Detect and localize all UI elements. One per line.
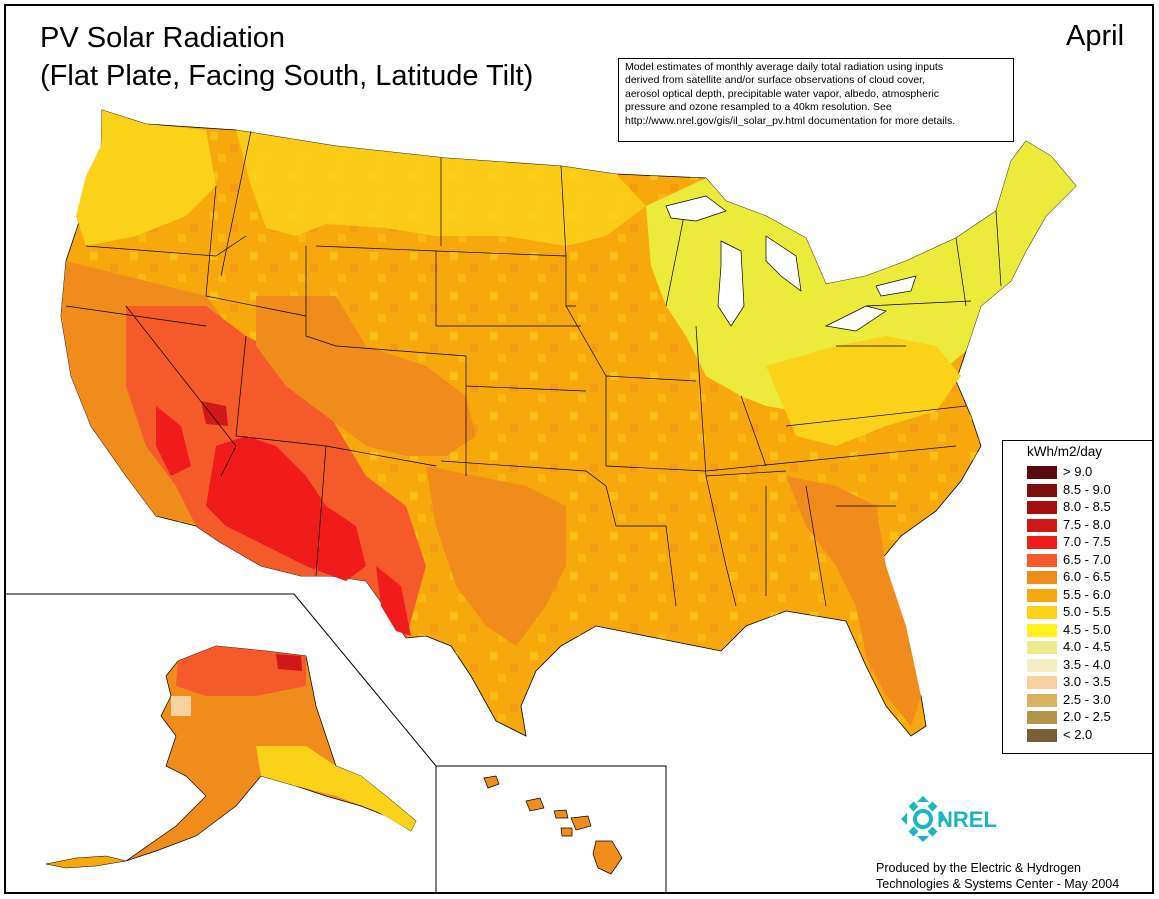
description-box: Model estimates of monthly average daily… xyxy=(618,58,1014,142)
legend-label: 8.0 - 8.5 xyxy=(1063,499,1111,514)
nrel-logo-icon xyxy=(901,796,945,842)
legend: kWh/m2/day > 9.0 8.5 - 9.0 8.0 - 8.5 7.5… xyxy=(1002,440,1152,754)
region-arizona-hotspot xyxy=(206,436,366,581)
legend-label: 4.0 - 4.5 xyxy=(1063,639,1111,654)
map-frame: PV Solar Radiation (Flat Plate, Facing S… xyxy=(4,4,1154,894)
legend-swatch xyxy=(1027,519,1057,532)
legend-swatch xyxy=(1027,589,1057,602)
legend-swatch xyxy=(1027,571,1057,584)
legend-swatch xyxy=(1027,694,1057,707)
region-pacific-northwest xyxy=(76,110,216,246)
legend-swatch xyxy=(1027,536,1057,549)
legend-label: 3.5 - 4.0 xyxy=(1063,657,1111,672)
page-title: PV Solar Radiation (Flat Plate, Facing S… xyxy=(40,20,533,96)
nrel-logo-text: NREL xyxy=(937,807,997,832)
legend-label: 7.5 - 8.0 xyxy=(1063,517,1111,532)
region-great-lakes xyxy=(646,141,1076,426)
solar-radiation-map xyxy=(6,109,1077,892)
legend-swatch xyxy=(1027,606,1057,619)
description-line: http://www.nrel.gov/gis/il_solar_pv.html… xyxy=(625,114,956,127)
hawaii xyxy=(483,775,623,875)
legend-swatch xyxy=(1027,484,1057,497)
month-label: April xyxy=(1066,20,1125,52)
nrel-logo: NREL xyxy=(901,796,997,842)
credit-line-2: Technologies & Systems Center - May 2004 xyxy=(876,877,1120,891)
description-line: Model estimates of monthly average daily… xyxy=(625,61,944,73)
legend-swatch xyxy=(1027,554,1057,567)
description-line: pressure and ozone resampled to a 40km r… xyxy=(625,101,892,114)
legend-swatch xyxy=(1027,641,1057,654)
state-boundaries xyxy=(65,130,1002,607)
title-line-1: PV Solar Radiation xyxy=(40,22,286,54)
legend-swatch xyxy=(1027,711,1057,724)
legend-title: kWh/m2/day xyxy=(1027,444,1103,459)
legend-label: 4.5 - 5.0 xyxy=(1063,622,1111,637)
legend-label: 2.5 - 3.0 xyxy=(1063,692,1111,707)
legend-swatch xyxy=(1027,466,1057,479)
legend-label: 2.0 - 2.5 xyxy=(1063,709,1111,724)
legend-label: 6.5 - 7.0 xyxy=(1063,552,1111,567)
legend-label: > 9.0 xyxy=(1063,464,1093,479)
description-line: derived from satellite and/or surface ob… xyxy=(625,74,925,87)
legend-swatch xyxy=(1027,624,1057,637)
legend-swatch xyxy=(1027,729,1057,742)
great-lakes xyxy=(665,195,917,332)
legend-label: 6.0 - 6.5 xyxy=(1063,569,1111,584)
legend-label: 3.0 - 3.5 xyxy=(1063,674,1111,689)
legend-swatch xyxy=(1027,676,1057,689)
credit: Produced by the Electric & Hydrogen Tech… xyxy=(876,860,1119,892)
legend-label: 8.5 - 9.0 xyxy=(1063,482,1111,497)
legend-swatch xyxy=(1027,659,1057,672)
title-line-2: (Flat Plate, Facing South, Latitude Tilt… xyxy=(40,60,534,92)
legend-label: < 2.0 xyxy=(1063,727,1093,742)
legend-swatch xyxy=(1027,501,1057,514)
legend-label: 7.0 - 7.5 xyxy=(1063,534,1111,549)
description-line: aerosol optical depth, precipitable wate… xyxy=(625,87,940,100)
hawaii-inset-border xyxy=(436,765,667,892)
credit-line-1: Produced by the Electric & Hydrogen xyxy=(876,861,1081,875)
legend-label: 5.0 - 5.5 xyxy=(1063,604,1111,619)
alaska-inset-border xyxy=(6,593,437,892)
legend-label: 5.5 - 6.0 xyxy=(1063,587,1111,602)
